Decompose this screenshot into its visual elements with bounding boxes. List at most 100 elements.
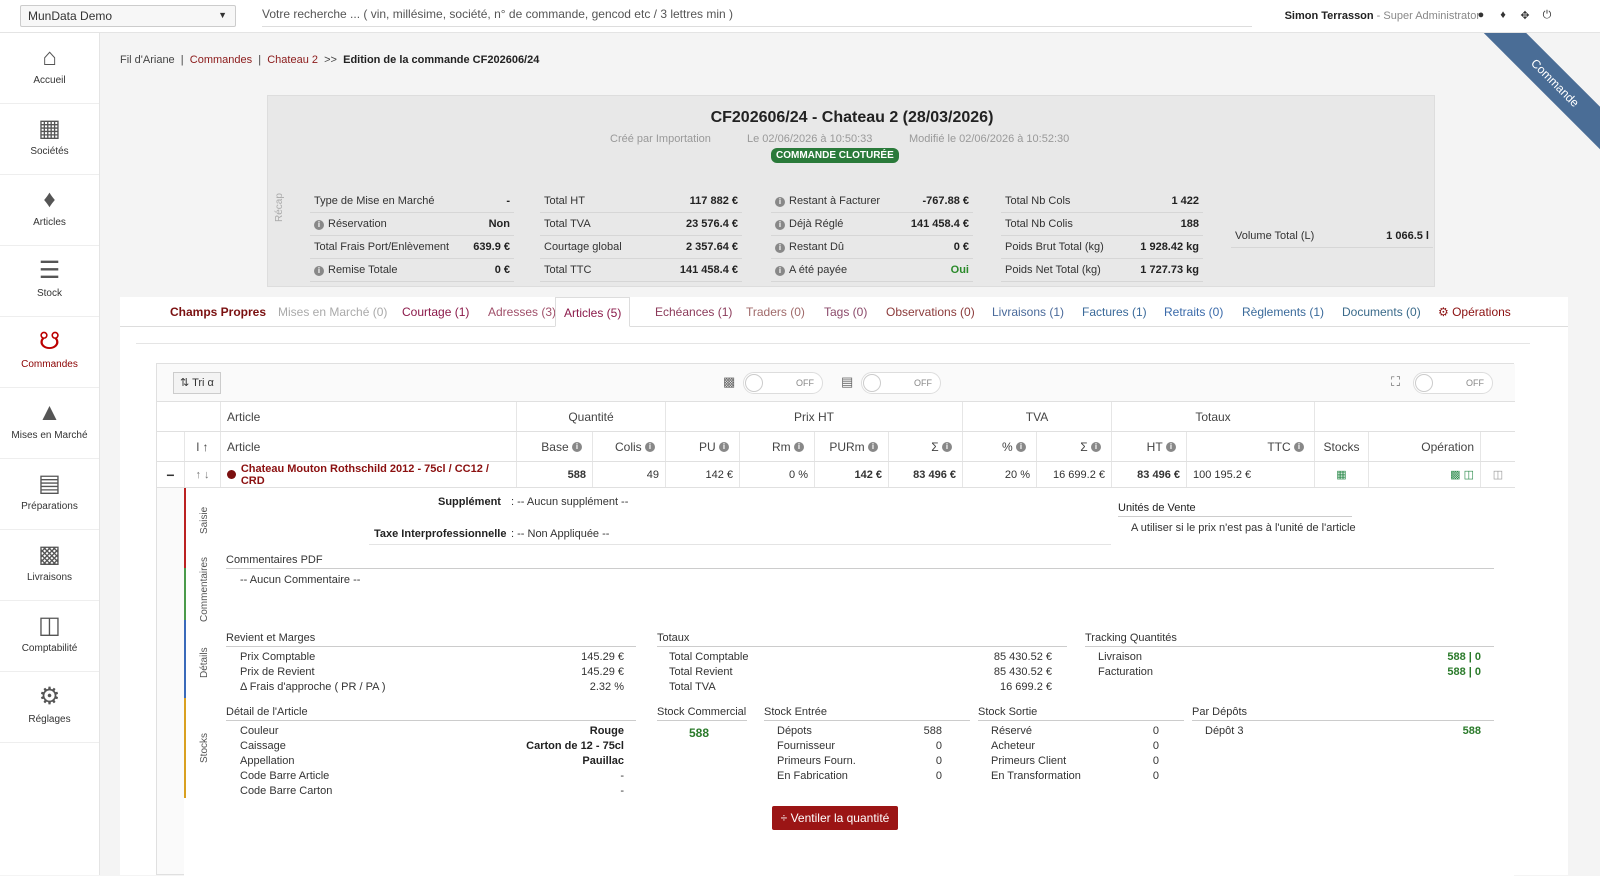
collapse-icon[interactable]: − xyxy=(157,462,185,487)
tab-adresses-[interactable]: Adresses (3) xyxy=(480,297,564,327)
col-colis[interactable]: Colis i xyxy=(593,432,666,461)
tab-r-glements-[interactable]: Règlements (1) xyxy=(1234,297,1332,327)
user-name[interactable]: Simon Terrasson - Super Administrator xyxy=(1285,10,1480,22)
nav-accueil[interactable]: ⌂ Accueil xyxy=(0,33,99,104)
col-stocks[interactable]: Stocks xyxy=(1315,432,1369,461)
recap-row: Courtage global 2 357.64 € xyxy=(540,236,742,259)
tab-traders-[interactable]: Traders (0) xyxy=(738,297,813,327)
nav-commandes[interactable]: ☋ Commandes xyxy=(0,317,99,388)
nav-stock[interactable]: ☰ Stock xyxy=(0,246,99,317)
tab-articles-[interactable]: Articles (5) xyxy=(555,297,631,327)
top-bar: MunData Demo ▼ Votre recherche ... ( vin,… xyxy=(0,0,1600,33)
nav-comptabilite[interactable]: ◫ Comptabilité xyxy=(0,601,99,672)
cell-pu[interactable]: 142 € xyxy=(666,462,740,487)
tab-factures-[interactable]: Factures (1) xyxy=(1074,297,1155,327)
power-icon[interactable]: ⏻ xyxy=(1542,9,1552,21)
col-ttc[interactable]: TTC i xyxy=(1187,432,1315,461)
trk-label: Facturation xyxy=(1098,666,1154,678)
tab-observations-[interactable]: Observations (0) xyxy=(878,297,983,327)
tab-tags-[interactable]: Tags (0) xyxy=(816,297,875,327)
tab-livraisons-[interactable]: Livraisons (1) xyxy=(984,297,1072,327)
article-link[interactable]: Chateau Mouton Rothschild 2012 - 75cl / … xyxy=(221,462,517,487)
nav-reglages[interactable]: ⚙ Réglages xyxy=(0,672,99,743)
nav-articles[interactable]: ♦ Articles xyxy=(0,175,99,246)
sort-button[interactable]: ⇅ Tri α xyxy=(173,372,221,394)
tab-opérations[interactable]: ⚙ Opérations xyxy=(1430,297,1519,327)
col-ht[interactable]: HT i xyxy=(1112,432,1187,461)
fullscreen-toggle[interactable]: OFF xyxy=(1413,372,1493,394)
art-label: Appellation xyxy=(240,755,295,767)
recap-label: i Réservation xyxy=(314,218,387,230)
crumb-commandes[interactable]: Commandes xyxy=(189,54,253,66)
comments-text[interactable]: -- Aucun Commentaire -- xyxy=(240,574,361,586)
delete-icon[interactable]: ◫ xyxy=(1492,469,1504,481)
global-search-input[interactable]: Votre recherche ... ( vin, millésime, so… xyxy=(262,7,1252,27)
supplement-select[interactable]: : -- Aucun supplément -- xyxy=(511,496,629,508)
tab-mises-en-marché-[interactable]: Mises en Marché (0) xyxy=(270,297,395,327)
nav-preparations[interactable]: ▤ Préparations xyxy=(0,459,99,530)
tab-documents-[interactable]: Documents (0) xyxy=(1334,297,1429,327)
rm-label: Prix Comptable xyxy=(240,651,316,663)
fullscreen-icon[interactable]: ⛶ xyxy=(1391,374,1401,389)
col-article[interactable]: Article xyxy=(221,432,517,461)
recap-value: 0 € xyxy=(494,264,510,276)
col-sum[interactable]: Σ i xyxy=(889,432,963,461)
col-base[interactable]: Base i xyxy=(517,432,593,461)
art-value: - xyxy=(620,785,624,797)
move-arrows-icon[interactable]: ↑ ↓ xyxy=(185,462,221,487)
user-icon[interactable]: ● xyxy=(1477,9,1485,21)
recap-label-text: Poids Net Total (kg) xyxy=(1005,264,1101,276)
gift-toggle[interactable]: OFF xyxy=(861,372,941,394)
col-rm[interactable]: Rm i xyxy=(740,432,815,461)
se-label: Fournisseur xyxy=(777,740,836,752)
crumb-chateau[interactable]: Chateau 2 xyxy=(267,54,318,66)
tab-echéances-[interactable]: Echéances (1) xyxy=(647,297,740,327)
col-tva-pct[interactable]: % i xyxy=(963,432,1037,461)
tab-courtage-[interactable]: Courtage (1) xyxy=(394,297,477,327)
articles-grid: ⇅ Tri α ▩ OFF ▤ OFF ⛶ OFF Article Quanti… xyxy=(156,363,1515,876)
sort-order-header[interactable]: l ↑ xyxy=(185,432,221,461)
col-tva-sum[interactable]: Σ i xyxy=(1037,432,1112,461)
expand-icon[interactable]: ✥ xyxy=(1520,10,1530,22)
tenant-select[interactable]: MunData Demo ▼ xyxy=(20,5,236,27)
tab-champs-propres[interactable]: Champs Propres xyxy=(162,297,274,327)
tab-label: Traders (0) xyxy=(746,305,805,319)
layers-icon: ☰ xyxy=(38,257,61,284)
col-purm[interactable]: PURm i xyxy=(815,432,889,461)
tab-label: Mises en Marché (0) xyxy=(278,305,388,319)
nav-societes[interactable]: ▦ Sociétés xyxy=(0,104,99,175)
recap-label-text: A été payée xyxy=(789,264,848,276)
par-depots-title: Par Dépôts xyxy=(1192,706,1248,718)
nav-mises-en-marche[interactable]: ▲ Mises en Marché xyxy=(0,388,99,459)
cell-tva-pct[interactable]: 20 % xyxy=(963,462,1037,487)
delivery-toggle[interactable]: OFF xyxy=(743,372,823,394)
cell-colis[interactable]: 49 xyxy=(593,462,666,487)
recap-col-2: Total HT 117 882 € Total TVA 23 576.4 € Cour… xyxy=(540,190,742,282)
recap-label: i Restant Dû xyxy=(775,241,844,253)
cell-base[interactable]: 588 xyxy=(517,462,593,487)
divider xyxy=(226,568,1494,569)
bell-icon[interactable]: ♦ xyxy=(1500,9,1506,21)
table-row[interactable]: − ↑ ↓ Chateau Mouton Rothschild 2012 - 7… xyxy=(157,462,1515,488)
divider xyxy=(369,544,1111,545)
taxe-select[interactable]: : -- Non Appliquée -- xyxy=(511,528,610,540)
trk-label: Livraison xyxy=(1098,651,1143,663)
se-value: 0 xyxy=(935,755,942,767)
ventiler-quantite-button[interactable]: ÷ Ventiler la quantité xyxy=(772,806,898,830)
tab-retraits-[interactable]: Retraits (0) xyxy=(1156,297,1231,327)
cell-rm[interactable]: 0 % xyxy=(740,462,815,487)
nav-livraisons[interactable]: ▩ Livraisons xyxy=(0,530,99,601)
recap-label-text: Total TTC xyxy=(544,264,592,276)
operation-icons[interactable]: ▩ ◫ xyxy=(1369,462,1481,487)
header-column-row: l ↑ Article Base i Colis i PU i Rm i PUR… xyxy=(157,432,1515,462)
tracking-title: Tracking Quantités xyxy=(1085,632,1177,644)
revient-title: Revient et Marges xyxy=(226,632,316,644)
recap-value: 0 € xyxy=(953,241,969,253)
recap-row: Total HT 117 882 € xyxy=(540,190,742,213)
info-icon: i xyxy=(1016,441,1026,452)
article-detail-title: Détail de l'Article xyxy=(226,706,308,718)
stock-icon[interactable]: ▦ xyxy=(1315,462,1369,487)
col-operation[interactable]: Opération xyxy=(1369,432,1481,461)
label-saisie: Saisie xyxy=(199,506,210,534)
col-pu[interactable]: PU i xyxy=(666,432,740,461)
